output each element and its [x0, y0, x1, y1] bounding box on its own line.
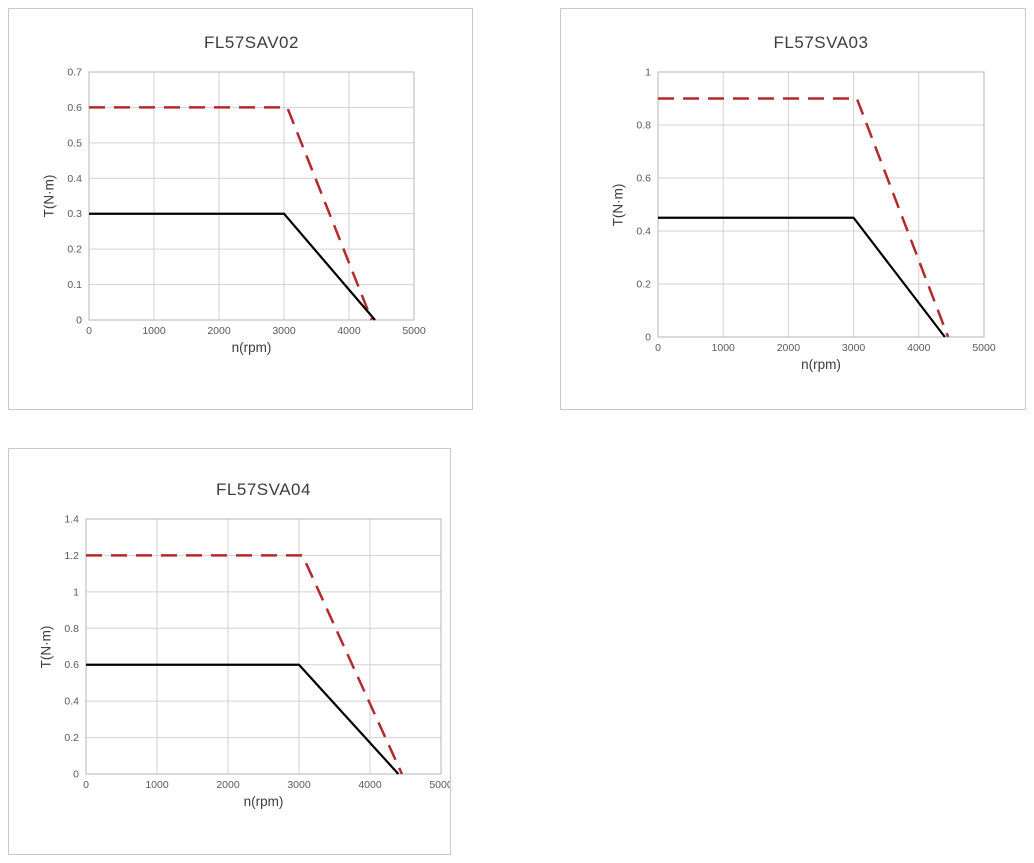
y-tick-label: 0.7 — [67, 67, 82, 79]
x-tick-label: 3000 — [842, 342, 866, 354]
y-tick-label: 0.3 — [67, 208, 82, 220]
x-tick-label: 3000 — [272, 325, 296, 337]
x-tick-label: 0 — [83, 779, 89, 791]
x-tick-label: 1000 — [712, 342, 736, 354]
y-tick-label: 0.8 — [636, 120, 651, 132]
x-tick-label: 5000 — [972, 342, 996, 354]
x-tick-label: 3000 — [287, 779, 311, 791]
rated-torque-line — [658, 216, 946, 338]
chart-title: FL57SVA03 — [773, 33, 869, 52]
plot-area: 0 1000 2000 3000 4000 5000 0 0.2 0.4 0.6 0.8 1 — [636, 67, 996, 355]
y-tick-label: 0 — [645, 332, 651, 344]
y-tick-label: 0.2 — [67, 244, 82, 256]
peak-torque-line — [89, 106, 373, 321]
plot-border — [88, 71, 415, 321]
rated-torque-line — [89, 212, 376, 321]
x-axis-label: n(rpm) — [801, 357, 841, 372]
y-tick-label: 0.1 — [67, 279, 82, 291]
peak-torque-line — [86, 554, 404, 775]
x-tick-label: 2000 — [216, 779, 240, 791]
plot-border — [657, 71, 985, 338]
y-tick-label: 1 — [73, 586, 79, 598]
chart-fl57sav02: FL57SAV02 T(N·m) 0 1000 2000 3000 4000 5000 0 0… — [8, 8, 473, 410]
plot-area: 0 1000 2000 3000 4000 5000 0 0.1 0.2 0.3 0.4 0.5 0.6… — [67, 67, 426, 338]
y-tick-label: 1.4 — [64, 514, 79, 526]
y-tick-label: 1 — [645, 67, 651, 79]
chart-fl57sva04: FL57SVA04 T(N·m) 0 1000 2000 3000 4000 5000 0 0… — [8, 448, 451, 855]
x-tick-label: 2000 — [777, 342, 801, 354]
x-tick-label: 0 — [86, 325, 92, 337]
x-tick-label: 4000 — [358, 779, 382, 791]
plot-area: 0 1000 2000 3000 4000 5000 0 0.2 0.4 0.6 0.8 1 1.2 1.… — [64, 514, 450, 792]
x-axis-label: n(rpm) — [231, 340, 272, 355]
rated-torque-line — [86, 663, 400, 775]
y-tick-label: 1.2 — [64, 550, 79, 562]
plot-border — [85, 518, 442, 775]
y-tick-label: 0.6 — [64, 659, 79, 671]
y-tick-label: 0.2 — [636, 279, 651, 291]
y-tick-label: 0.4 — [64, 696, 79, 708]
y-tick-label: 0.4 — [636, 226, 651, 238]
x-tick-label: 4000 — [337, 325, 361, 337]
y-tick-label: 0.8 — [64, 623, 79, 635]
x-tick-label: 1000 — [145, 779, 169, 791]
y-tick-label: 0.5 — [67, 137, 82, 149]
x-axis-label: n(rpm) — [243, 794, 284, 809]
x-tick-label: 1000 — [142, 325, 166, 337]
x-tick-label: 4000 — [907, 342, 931, 354]
x-tick-label: 2000 — [207, 325, 231, 337]
chart-title: FL57SAV02 — [204, 33, 299, 52]
chart-title: FL57SVA04 — [216, 480, 311, 499]
y-tick-label: 0.6 — [67, 102, 82, 114]
y-tick-label: 0.2 — [64, 732, 79, 744]
y-tick-label: 0 — [76, 315, 82, 327]
y-tick-label: 0 — [73, 769, 79, 781]
x-tick-label: 0 — [655, 342, 661, 354]
x-tick-label: 5000 — [402, 325, 426, 337]
chart-fl57sva03: FL57SVA03 T(N·m) 0 1000 2000 3000 4000 5000 0 0… — [560, 8, 1026, 410]
y-tick-label: 0.6 — [636, 173, 651, 185]
x-tick-label: 5000 — [429, 779, 450, 791]
y-tick-label: 0.4 — [67, 173, 82, 185]
